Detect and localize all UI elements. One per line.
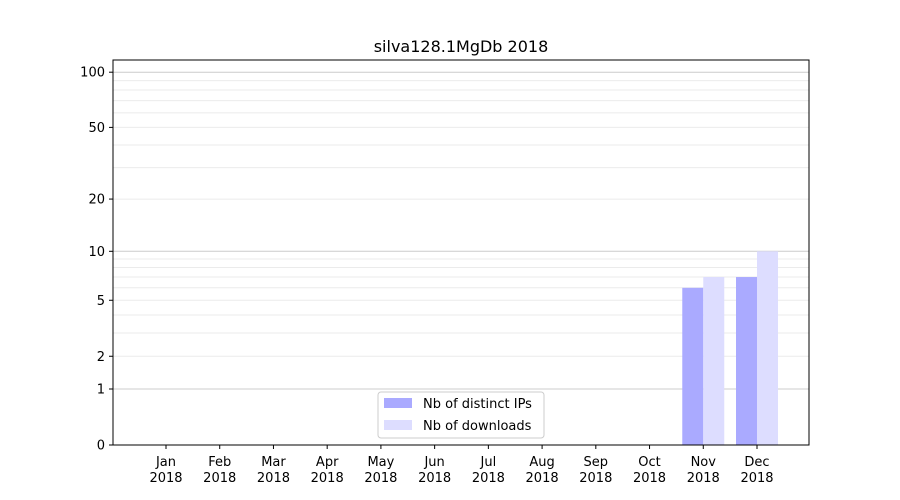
x-tick-label: Jan [155, 455, 176, 470]
bar-downloads [703, 277, 725, 445]
x-tick-label: May [367, 455, 394, 470]
x-tick-label: Apr [316, 455, 339, 470]
legend: Nb of distinct IPs Nb of downloads [377, 391, 545, 439]
x-tick-label: 2018 [472, 471, 505, 486]
bar-distinct-ips [736, 277, 757, 445]
x-tick-label: Feb [208, 455, 231, 470]
y-tick-label: 2 [97, 350, 105, 365]
bar-downloads [757, 251, 778, 445]
y-tick-label: 100 [80, 66, 105, 81]
x-tick-label: 2018 [203, 471, 236, 486]
plot-frame [112, 59, 810, 446]
y-tick-label: 1 [97, 383, 105, 398]
legend-swatch-ips [384, 398, 412, 408]
x-tick-label: 2018 [418, 471, 451, 486]
x-tick-label: 2018 [687, 471, 720, 486]
x-tick-label: 2018 [579, 471, 612, 486]
y-tick-label: 0 [97, 439, 105, 454]
x-tick-label: Oct [638, 455, 660, 470]
x-tick-label: 2018 [740, 471, 773, 486]
y-tick-label: 50 [88, 121, 105, 136]
x-tick-label: Mar [261, 455, 286, 470]
x-tick-label: 2018 [149, 471, 182, 486]
x-tick-label: Nov [691, 455, 717, 470]
x-tick-label: 2018 [257, 471, 290, 486]
x-tick-label: Sep [584, 455, 609, 470]
x-tick-label: 2018 [364, 471, 397, 486]
y-tick-label: 10 [88, 245, 105, 260]
chart-title: silva128.1MgDb 2018 [374, 37, 549, 56]
x-tick-label: Dec [744, 455, 769, 470]
x-tick-label: 2018 [311, 471, 344, 486]
x-tick-label: Aug [529, 455, 554, 470]
legend-label-ips: Nb of distinct IPs [423, 397, 532, 412]
y-tick-label: 20 [88, 193, 105, 208]
x-tick-label: Jul [480, 455, 497, 470]
x-tick-label: Jun [423, 455, 444, 470]
x-tick-label: 2018 [526, 471, 559, 486]
x-tick-label: 2018 [633, 471, 666, 486]
legend-swatch-downloads [384, 420, 412, 430]
legend-label-downloads: Nb of downloads [423, 419, 532, 434]
y-tick-label: 5 [97, 294, 105, 309]
bar-distinct-ips [682, 287, 704, 445]
